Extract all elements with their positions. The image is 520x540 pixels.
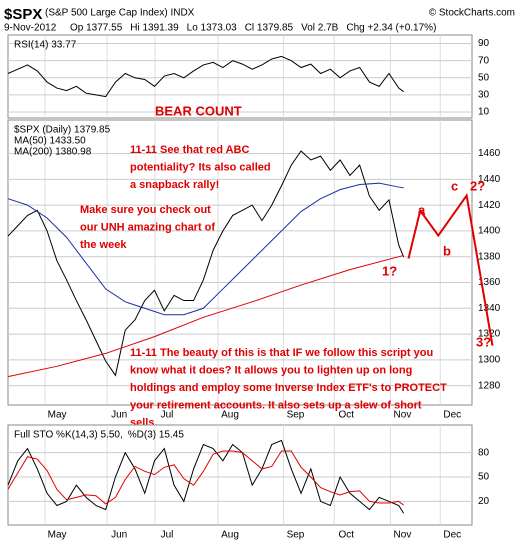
y-tick-label: 10 <box>478 107 490 118</box>
annotation: a snapback rally! <box>130 179 219 191</box>
x-tick-label: Aug <box>221 530 239 540</box>
y-tick-label: 50 <box>478 72 490 83</box>
x-tick-label: Sep <box>287 530 305 540</box>
annotation: our UNH amazing chart of <box>80 221 215 233</box>
quote-field: Chg +2.34 (+0.17%) <box>346 23 436 34</box>
y-tick-label: 20 <box>478 496 490 507</box>
legend-entry: %D(3) 15.45 <box>128 430 185 441</box>
y-tick-label: 50 <box>478 472 490 483</box>
wave-label: c <box>451 178 458 193</box>
y-tick-label: 1320 <box>478 329 501 340</box>
y-tick-label: 70 <box>478 55 490 66</box>
annotation: your retirement accounts. It also sets u… <box>130 399 422 411</box>
y-tick-label: 30 <box>478 90 490 101</box>
y-tick-label: 1420 <box>478 200 501 211</box>
source: © StockCharts.com <box>429 8 515 19</box>
annotation: potentiality? Its also called <box>130 161 271 173</box>
legend-entry: RSI(14) 33.77 <box>14 40 77 51</box>
annotation: 11-11 The beauty of this is that IF we f… <box>130 347 433 359</box>
panel <box>7 424 473 526</box>
wave-label: a <box>418 202 426 217</box>
y-tick-label: 1280 <box>478 380 501 391</box>
series-line <box>7 150 405 377</box>
projection-line <box>407 193 494 346</box>
x-tick-label: Dec <box>443 410 461 421</box>
quote-field: Vol 2.7B <box>301 23 339 34</box>
y-tick-label: 80 <box>478 447 490 458</box>
x-tick-label: Oct <box>338 410 354 421</box>
annotation: 11-11 See that red ABC <box>130 144 249 156</box>
x-tick-label: Jul <box>161 410 174 421</box>
panel <box>7 34 473 119</box>
legend-entry: MA(200) 1380.98 <box>14 147 92 158</box>
x-tick-label: Oct <box>338 530 354 540</box>
x-tick-label: May <box>48 530 67 540</box>
x-tick-label: May <box>48 410 67 421</box>
wave-label: 3? <box>476 334 491 349</box>
y-tick-label: 1400 <box>478 226 501 237</box>
x-tick-label: Jun <box>111 410 127 421</box>
legend-entry: $SPX (Daily) 1379.85 <box>14 125 111 136</box>
date: 9-Nov-2012 <box>4 23 57 34</box>
y-tick-label: 1360 <box>478 277 501 288</box>
quote-field: Lo 1373.03 <box>187 23 237 34</box>
annotation: BEAR COUNT <box>155 103 242 118</box>
x-tick-label: Jul <box>161 530 174 540</box>
series-line <box>7 254 404 378</box>
x-tick-label: Aug <box>221 410 239 421</box>
series-line <box>7 450 404 506</box>
annotation: holdings and employ some Inverse Index E… <box>130 382 447 394</box>
annotation: Make sure you check out <box>80 204 211 216</box>
quote-field: Op 1377.55 <box>70 23 123 34</box>
index-name: (S&P 500 Large Cap Index) INDX <box>45 8 195 19</box>
series-line <box>7 439 405 514</box>
wave-label: 1? <box>382 263 397 278</box>
y-tick-label: 1460 <box>478 148 501 159</box>
x-tick-label: Sep <box>287 410 305 421</box>
annotation: know what it does? It allows you to ligh… <box>130 364 412 376</box>
legend-entry: MA(50) 1433.50 <box>14 136 86 147</box>
x-tick-label: Dec <box>443 530 461 540</box>
series-line <box>7 55 404 98</box>
quote-field: Cl 1379.85 <box>245 23 294 34</box>
x-tick-label: Nov <box>394 410 412 421</box>
symbol: $SPX <box>4 6 42 23</box>
x-tick-label: Jun <box>111 530 127 540</box>
series-line <box>7 182 404 316</box>
quote-field: Hi 1391.39 <box>130 23 179 34</box>
wave-label: 2? <box>470 178 485 193</box>
annotation: the week <box>80 239 127 251</box>
y-tick-label: 1300 <box>478 355 501 366</box>
y-tick-label: 1340 <box>478 303 501 314</box>
y-tick-label: 1440 <box>478 174 501 185</box>
x-tick-label: Nov <box>394 530 412 540</box>
y-tick-label: 1380 <box>478 251 501 262</box>
y-tick-label: 90 <box>478 38 490 49</box>
wave-label: b <box>443 243 451 258</box>
legend-entry: Full STO %K(14,3) 5.50, <box>14 430 123 441</box>
